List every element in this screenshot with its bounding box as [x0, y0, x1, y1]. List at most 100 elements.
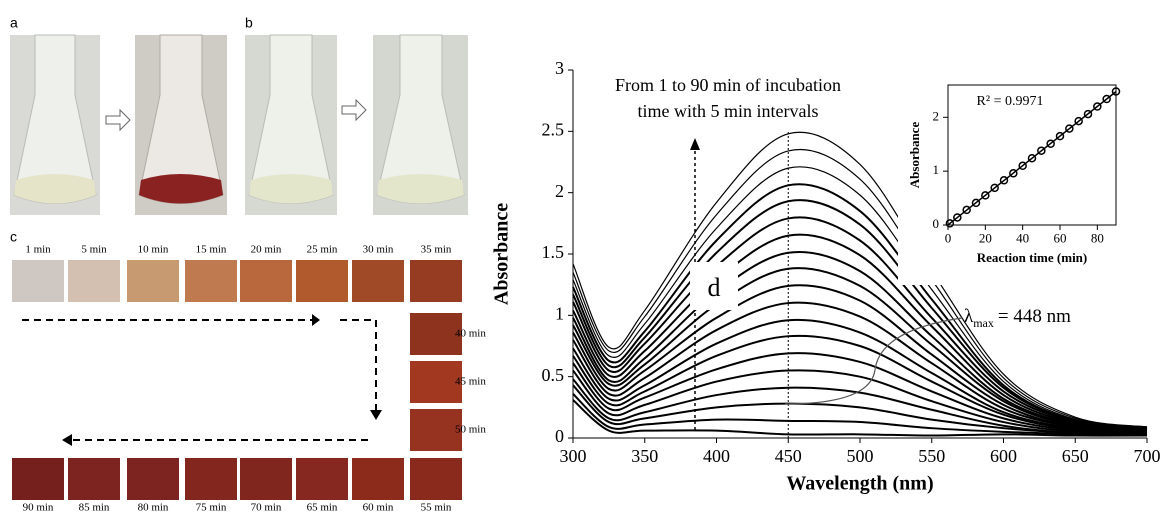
- main-chart: 300 350 400 450 500 550 600 650 70000.511.522.53…: [491, 58, 1161, 494]
- x-tick-label: 20: [979, 230, 992, 245]
- swatch-label: 20 min: [251, 244, 282, 256]
- point: [953, 213, 962, 222]
- x-tick-label: 550: [918, 446, 945, 466]
- spectrum-line: [572, 183, 1148, 430]
- color-swatch: [240, 260, 292, 302]
- point: [1055, 131, 1065, 141]
- swatch-label: 1 min: [25, 244, 51, 256]
- swatch-label: 65 min: [307, 502, 338, 514]
- y-tick-label: 2: [555, 181, 564, 201]
- spectrum-line: [572, 251, 1148, 431]
- annotation: time with 5 min intervals: [638, 101, 819, 121]
- y-tick-label: 0.5: [542, 365, 565, 385]
- color-swatch: [68, 260, 120, 302]
- panel-label: b: [245, 15, 253, 31]
- color-swatch: [127, 458, 179, 500]
- arrow: [341, 98, 367, 122]
- color-swatch: [410, 260, 462, 302]
- spectrum-line: [572, 267, 1148, 432]
- x-tick-label: 400: [703, 446, 730, 466]
- spectrum-line: [572, 352, 1148, 435]
- flow-arrow: [340, 319, 377, 410]
- point: [999, 176, 1009, 185]
- point: [1083, 109, 1093, 119]
- spectrum-line: [572, 131, 1148, 428]
- x-tick-label: 300: [560, 446, 587, 466]
- x-tick-label: 450: [775, 446, 802, 466]
- swatch-label: 10 min: [138, 244, 169, 256]
- spectrum-line: [572, 318, 1148, 433]
- color-swatch: [12, 458, 64, 500]
- panel-label: c: [10, 229, 17, 245]
- swatch-label: 50 min: [455, 424, 486, 436]
- swatches: 1 min 5 min 10 min 15 min 20 min 25 min 30 min…: [12, 244, 486, 514]
- x-axis-label: Reaction time (min): [977, 250, 1087, 265]
- spectrum-line: [572, 301, 1148, 433]
- spectrum-line: [572, 393, 1148, 437]
- y-axis-label: Absorbance: [907, 122, 922, 189]
- x-tick-label: 0: [945, 230, 952, 245]
- point: [1027, 153, 1037, 163]
- spectrum-line: [572, 166, 1148, 428]
- color-swatch: [410, 313, 462, 355]
- color-swatch: [185, 458, 237, 500]
- y-tick-label: 1: [933, 162, 940, 177]
- swatch-label: 55 min: [421, 502, 452, 514]
- x-tick-label: 350: [631, 446, 658, 466]
- x-tick-label: 600: [990, 446, 1017, 466]
- spectrum-line: [572, 378, 1148, 436]
- spectrum-line: [572, 369, 1148, 435]
- point: [962, 205, 971, 215]
- liquid: [139, 174, 223, 204]
- trendline: [947, 91, 1117, 226]
- x-tick-label: 40: [1016, 230, 1029, 245]
- point: [971, 198, 981, 208]
- color-swatch: [240, 458, 292, 500]
- swatch-label: 60 min: [363, 502, 394, 514]
- color-swatch: [352, 260, 404, 302]
- point: [1065, 124, 1074, 133]
- swatch-label: 30 min: [363, 244, 394, 256]
- swatch-label: 80 min: [138, 502, 169, 514]
- arrow: [105, 108, 131, 132]
- y-tick-label: 0: [555, 426, 564, 446]
- point: [1074, 116, 1083, 126]
- liquid: [14, 174, 96, 204]
- x-tick-label: 500: [847, 446, 874, 466]
- color-swatch: [127, 260, 179, 302]
- swatch-label: 90 min: [23, 502, 54, 514]
- inset-chart: 0 20 40 60 80 0 1 2 Reaction time (min) Absorbanc…: [898, 75, 1121, 285]
- point: [981, 191, 990, 200]
- point: [1111, 87, 1121, 96]
- swatch-label: 85 min: [79, 502, 110, 514]
- spectrum-line: [572, 334, 1148, 435]
- flow-arrow: [370, 410, 382, 420]
- x-axis-label: Wavelength (nm): [786, 472, 933, 494]
- spectrum-line: [572, 284, 1148, 432]
- y-tick-label: 0: [933, 216, 940, 231]
- color-swatch: [410, 361, 462, 403]
- y-axis-label: Absorbance: [491, 203, 513, 305]
- color-swatch: [410, 458, 462, 500]
- swatch-label: 5 min: [81, 244, 107, 256]
- connector: [784, 317, 963, 405]
- inset-background: [898, 75, 1121, 285]
- y-tick-label: 1: [555, 303, 564, 323]
- annotation: From 1 to 90 min of incubation: [615, 75, 841, 95]
- color-swatch: [68, 458, 120, 500]
- swatch-label: 75 min: [196, 502, 227, 514]
- spectrum-line: [572, 233, 1148, 431]
- color-swatch: [296, 260, 348, 302]
- point: [1046, 139, 1055, 148]
- color-swatch: [296, 458, 348, 500]
- panel-label: d: [708, 273, 721, 302]
- panel-label: a: [10, 15, 18, 31]
- y-tick-label: 2.5: [542, 119, 565, 139]
- swatch-label: 40 min: [455, 328, 486, 340]
- swatch-label: 70 min: [251, 502, 282, 514]
- point: [1037, 146, 1046, 155]
- color-swatch: [352, 458, 404, 500]
- spectrum-line: [572, 399, 1148, 437]
- x-tick-label: 80: [1091, 230, 1104, 245]
